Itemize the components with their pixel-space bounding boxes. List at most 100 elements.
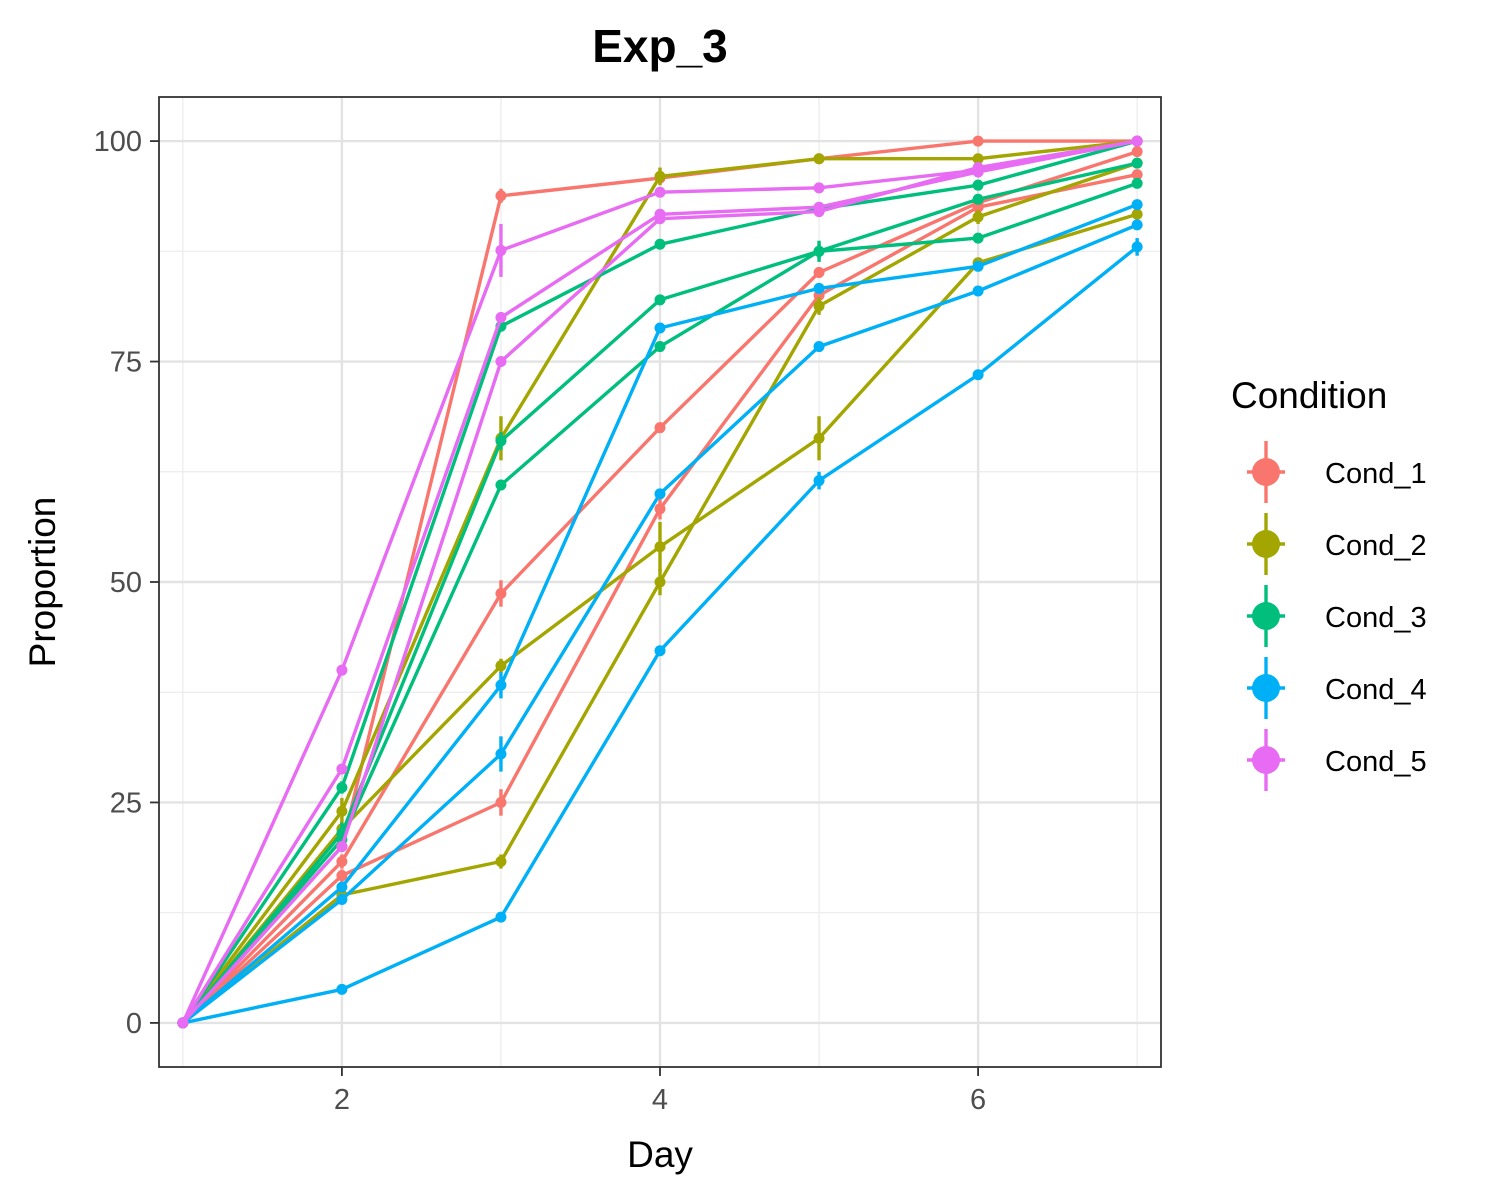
legend-label: Cond_4 xyxy=(1325,674,1427,706)
data-point xyxy=(654,213,666,225)
data-point xyxy=(654,294,666,306)
data-point xyxy=(972,193,984,205)
legend-label: Cond_1 xyxy=(1325,458,1427,490)
data-point xyxy=(972,135,984,147)
data-point xyxy=(654,541,666,553)
data-point xyxy=(495,748,507,760)
legend-item: Cond_3 xyxy=(1247,585,1427,647)
data-point xyxy=(495,244,507,256)
y-tick-label: 25 xyxy=(110,787,142,819)
legend-item: Cond_2 xyxy=(1247,513,1427,575)
data-point xyxy=(1131,146,1143,158)
y-axis: 0 25 50 75 100 xyxy=(94,126,159,1040)
data-point xyxy=(972,179,984,191)
series-layer xyxy=(177,135,1143,1029)
data-point xyxy=(495,479,507,491)
data-point xyxy=(495,311,507,323)
data-point xyxy=(336,664,348,676)
x-tick-label: 4 xyxy=(652,1084,668,1116)
data-point xyxy=(654,503,666,515)
data-point xyxy=(972,260,984,272)
series-cond-3 xyxy=(177,135,1143,1029)
y-tick-label: 50 xyxy=(110,567,142,599)
legend-items: Cond_1 Cond_2 Cond_3 Cond_4 Cond_5 xyxy=(1247,441,1427,791)
x-tick-label: 6 xyxy=(970,1084,986,1116)
data-point xyxy=(336,841,348,853)
data-point xyxy=(654,170,666,182)
legend-key-point xyxy=(1252,746,1280,774)
data-point xyxy=(654,645,666,657)
data-point xyxy=(495,435,507,447)
data-point xyxy=(972,285,984,297)
data-point xyxy=(495,587,507,599)
legend-label: Cond_3 xyxy=(1325,602,1427,634)
data-point xyxy=(972,211,984,223)
data-point xyxy=(654,186,666,198)
data-point xyxy=(654,576,666,588)
data-point xyxy=(495,679,507,691)
data-point xyxy=(1131,135,1143,147)
data-point xyxy=(336,881,348,893)
data-point xyxy=(336,893,348,905)
y-tick-label: 75 xyxy=(110,347,142,379)
legend-key-point xyxy=(1252,602,1280,630)
data-point xyxy=(972,201,984,213)
y-tick-label: 0 xyxy=(126,1008,142,1040)
data-point xyxy=(813,206,825,218)
data-point xyxy=(495,660,507,672)
x-axis-title: Day xyxy=(627,1134,693,1175)
data-point xyxy=(813,245,825,257)
data-point xyxy=(813,182,825,194)
legend-key-point xyxy=(1252,674,1280,702)
data-point xyxy=(972,232,984,244)
data-point xyxy=(654,488,666,500)
data-point xyxy=(495,796,507,808)
series-cond-5 xyxy=(177,135,1143,1029)
data-point xyxy=(654,238,666,250)
data-point xyxy=(1131,208,1143,220)
data-point xyxy=(654,422,666,434)
data-point xyxy=(972,369,984,381)
data-point xyxy=(336,856,348,868)
data-point xyxy=(1131,219,1143,231)
x-tick-label: 2 xyxy=(334,1084,350,1116)
data-point xyxy=(336,781,348,793)
data-point xyxy=(654,322,666,334)
y-axis-title: Proportion xyxy=(22,497,63,668)
chart-title: Exp_3 xyxy=(592,20,728,72)
data-point xyxy=(336,983,348,995)
legend: Condition Cond_1 Cond_2 Cond_3 Cond_4 Cond_5 xyxy=(1231,375,1427,791)
legend-key-point xyxy=(1252,458,1280,486)
data-point xyxy=(813,153,825,165)
data-point xyxy=(813,475,825,487)
legend-item: Cond_4 xyxy=(1247,657,1427,719)
data-point xyxy=(813,282,825,294)
data-point xyxy=(972,153,984,165)
data-point xyxy=(495,190,507,202)
data-point xyxy=(972,162,984,174)
plot-panel xyxy=(158,96,1162,1068)
y-tick-label: 100 xyxy=(94,126,142,158)
legend-label: Cond_2 xyxy=(1325,530,1427,562)
data-point xyxy=(813,266,825,278)
data-point xyxy=(654,341,666,353)
series-cond-4 xyxy=(177,199,1143,1029)
data-point xyxy=(336,763,348,775)
data-point xyxy=(813,341,825,353)
data-point xyxy=(1131,199,1143,211)
x-axis: 2 4 6 xyxy=(334,1067,986,1116)
data-point xyxy=(336,870,348,882)
data-point xyxy=(1131,169,1143,181)
data-point xyxy=(1131,241,1143,253)
legend-item: Cond_5 xyxy=(1247,729,1427,791)
data-point xyxy=(495,911,507,923)
legend-key-point xyxy=(1252,530,1280,558)
data-point xyxy=(813,432,825,444)
data-point xyxy=(177,1017,189,1029)
legend-item: Cond_1 xyxy=(1247,441,1427,503)
data-point xyxy=(336,805,348,817)
legend-label: Cond_5 xyxy=(1325,746,1427,778)
legend-title: Condition xyxy=(1231,375,1387,416)
data-point xyxy=(495,356,507,368)
